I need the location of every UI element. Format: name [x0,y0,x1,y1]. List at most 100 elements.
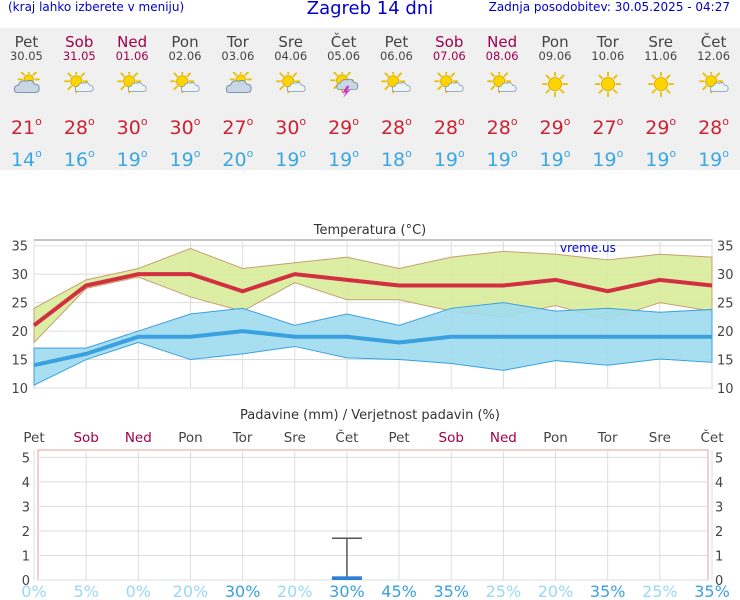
forecast-day: Pon 02.06 30o 19o [159,28,211,170]
precip-day-label: Ned [490,430,517,446]
y-tick-label-left: 2 [22,525,30,540]
daily-forecast-strip: Pet 30.05 21o 14o Sob 31.05 28o 16o Ned 01.06 30o 1… [0,28,740,170]
forecast-day: Pet 06.06 28o 18o [370,28,422,170]
max-temperature: 27o [592,115,624,139]
day-date: 12.06 [697,49,731,63]
day-date: 06.06 [379,49,413,63]
min-temp-range-band [33,302,713,386]
day-date: 30.05 [9,49,43,63]
max-temperature: 29o [539,115,571,139]
max-temperature: 28o [63,115,95,139]
day-name: Sre [278,33,303,51]
day-date: 02.06 [168,49,202,63]
y-tick-label-left: 20 [11,325,28,340]
precip-probability-label: 30% [329,582,365,600]
day-name: Pet [14,33,39,51]
precip-probability-label: 5% [73,582,98,600]
max-temperature: 27o [222,115,254,139]
y-tick-label-left: 1 [22,549,30,564]
min-temperature: 19o [169,147,201,171]
min-temperature: 14o [10,147,42,171]
min-temperature: 20o [222,147,254,171]
day-date: 07.06 [432,49,466,63]
y-tick-label-left: 15 [11,354,28,369]
min-temperature: 19o [539,147,571,171]
max-temperature: 28o [380,115,412,139]
y-tick-label-left: 5 [22,451,30,466]
precip-day-label: Čet [335,428,358,446]
location-menu-hint[interactable]: (kraj lahko izberete v meniju) [8,0,185,14]
thunderstorm-icon [329,72,358,98]
page-title: Zagreb 14 dni [306,0,434,19]
y-tick-label-right: 30 [717,268,734,283]
max-temperature: 28o [433,115,465,139]
y-tick-label-right: 4 [715,476,723,491]
forecast-day: Ned 01.06 30o 19o [106,28,158,170]
max-temperature: 30o [169,115,201,139]
precip-day-label: Tor [597,430,618,446]
y-tick-label-left: 3 [22,500,30,515]
day-name: Pon [171,33,199,51]
day-date: 03.06 [221,49,255,63]
watermark-vreme: vreme.us [560,241,616,255]
forecast-day: Tor 03.06 27o 20o [212,28,264,170]
sun-cloud-icon [64,72,94,94]
day-name: Tor [226,33,249,51]
y-tick-label-left: 10 [11,382,28,397]
min-temperature: 19o [645,147,677,171]
precip-day-label: Sre [649,430,671,446]
last-update-text: Zadnja posodobitev: 30.05.2025 - 04:27 [488,0,730,14]
max-temperature: 28o [486,115,518,139]
temperature-chart-title: Temperatura (°C) [313,223,426,238]
sun-icon [541,72,568,98]
precip-day-label: Pon [543,430,567,446]
precip-probability-label: 0% [21,582,46,600]
precip-probability-label: 25% [642,582,678,600]
sun-cloud-icon [117,72,147,94]
precip-probability-label: 20% [277,582,313,600]
day-name: Tor [596,33,619,51]
day-name: Sob [435,33,464,51]
precip-day-label: Pon [178,430,202,446]
day-date: 31.05 [62,49,96,63]
max-temperature: 21o [10,115,42,139]
y-tick-label-right: 20 [717,325,734,340]
day-name: Sre [648,33,673,51]
precip-day-label: Tor [232,430,253,446]
max-temperature: 28o [698,115,730,139]
forecast-day: Sre 11.06 29o 19o [635,28,687,170]
forecast-day: Pon 09.06 29o 19o [529,28,581,170]
precip-day-label: Pet [23,430,44,446]
y-tick-label-left: 30 [11,268,28,283]
forecast-day: Sob 31.05 28o 16o [53,28,105,170]
min-temperature: 19o [592,147,624,171]
precipitation-chart-title: Padavine (mm) / Verjetnost padavin (%) [240,408,500,423]
precip-probability-label: 30% [225,582,261,600]
day-date: 10.06 [591,49,625,63]
partly-cloudy-icon [225,72,252,93]
forecast-day: Sob 07.06 28o 19o [423,28,475,170]
precip-probability-label: 35% [694,582,730,600]
precip-day-label: Pet [388,430,409,446]
sun-cloud-icon [698,72,729,94]
y-tick-label-right: 2 [715,525,723,540]
precip-probability-label: 25% [486,582,522,600]
max-temperature: 29o [328,115,360,139]
day-date: 08.06 [485,49,519,63]
y-tick-label-right: 5 [715,451,723,466]
y-tick-label-right: 35 [717,240,734,255]
top-bar: (kraj lahko izberete v meniju) Zagreb 14… [0,0,740,22]
sun-cloud-icon [487,72,517,94]
min-temperature: 19o [433,147,465,171]
min-temperature: 19o [486,147,518,171]
precip-bar [331,576,362,580]
partly-cloudy-icon [14,72,41,93]
forecast-day: Tor 10.06 27o 19o [582,28,634,170]
precip-day-label: Ned [125,430,152,446]
sun-cloud-icon [170,72,200,94]
y-tick-label-left: 35 [11,240,28,255]
y-tick-label-right: 0 [715,574,723,589]
day-name: Pet [384,33,409,51]
precip-day-label: Čet [700,428,723,446]
